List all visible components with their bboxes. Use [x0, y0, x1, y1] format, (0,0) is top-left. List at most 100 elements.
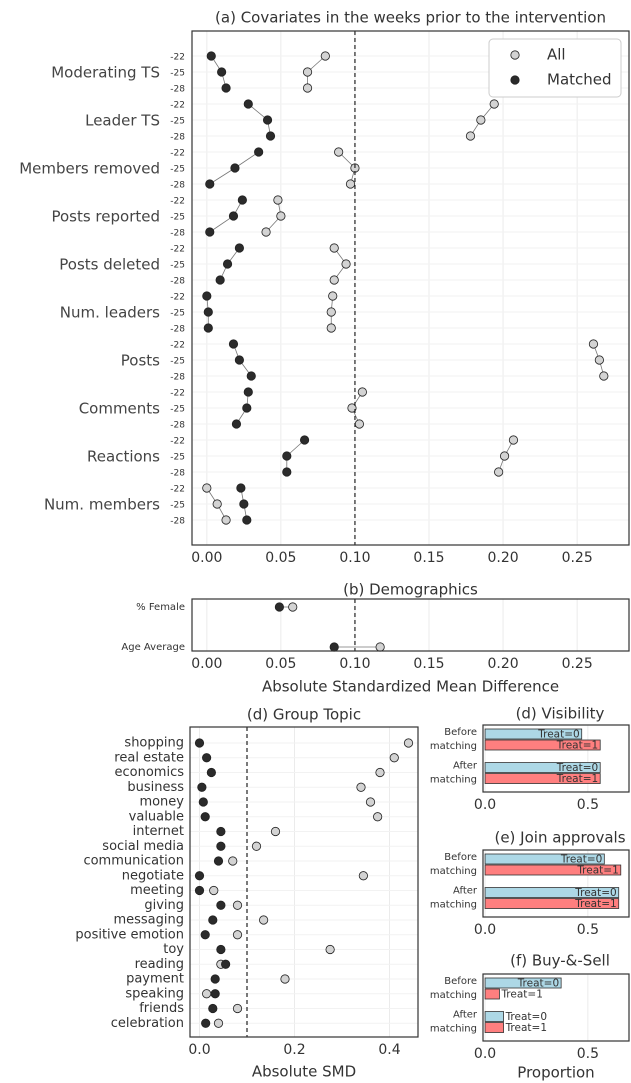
- week-tick-label: -22: [170, 437, 185, 447]
- topic-label: internet: [133, 824, 184, 839]
- x-tick-label: 0.05: [265, 550, 296, 566]
- x-tick-label: 0.05: [265, 656, 296, 672]
- topic-label: celebration: [111, 1016, 184, 1031]
- all-point: [302, 83, 313, 93]
- x-tick-label: 0.0: [474, 797, 496, 813]
- covariate-label: Reactions: [87, 448, 160, 466]
- matched-point: [265, 131, 276, 141]
- panel-buy: (f) Buy-&-Sell 0.0 0.5 Before matching Treat=…: [430, 952, 630, 1082]
- bar-treat1-label: Treat=1: [556, 773, 598, 785]
- covariate-label: Num. leaders: [60, 304, 160, 322]
- week-tick-label: -25: [170, 405, 185, 415]
- x-tick-label: 0.20: [487, 656, 518, 672]
- bar-treat0: [484, 762, 601, 773]
- matched-point: [205, 227, 215, 237]
- group-label: Before: [444, 976, 477, 987]
- group-label: matching: [430, 775, 477, 786]
- x-tick-label: 0.0: [188, 1042, 210, 1058]
- all-point: [403, 738, 414, 748]
- week-tick-label: -28: [170, 421, 185, 431]
- week-tick-label: -28: [170, 181, 185, 191]
- all-point: [273, 195, 283, 205]
- matched-point: [210, 974, 220, 984]
- panel-vis-frame: [482, 724, 630, 793]
- week-tick-label: -28: [170, 517, 185, 527]
- covariate-label: Posts: [121, 352, 160, 370]
- all-point: [341, 259, 351, 269]
- all-point: [358, 871, 368, 881]
- all-point: [489, 99, 499, 109]
- all-point: [202, 483, 212, 493]
- matched-point: [246, 371, 256, 381]
- week-tick-label: -22: [170, 389, 185, 399]
- panel-buy-xlabel: Proportion: [517, 1064, 594, 1082]
- covariate-label: Members removed: [19, 160, 160, 178]
- legend-all-label: All: [547, 46, 566, 64]
- group-label: Before: [444, 727, 477, 738]
- week-tick-label: -28: [170, 85, 185, 95]
- all-point: [373, 812, 383, 822]
- bar-treat0: [484, 853, 605, 865]
- week-tick-label: -28: [170, 325, 185, 335]
- all-point: [270, 826, 281, 837]
- topic-label: communication: [83, 854, 184, 869]
- panel-d-frame: [189, 726, 419, 1038]
- x-tick-label: 0.15: [413, 656, 444, 672]
- topic-label: shopping: [124, 736, 184, 751]
- panel-b-title: (b) Demographics: [343, 581, 478, 599]
- week-tick-label: -25: [170, 309, 185, 319]
- week-tick-label: -25: [170, 261, 185, 271]
- all-point: [357, 387, 367, 397]
- all-point: [354, 419, 364, 429]
- panel-a-frame: [191, 30, 630, 546]
- bar-treat1: [484, 988, 500, 1000]
- x-tick-label: 0.10: [339, 550, 370, 566]
- all-point: [288, 602, 298, 612]
- all-point: [209, 885, 219, 896]
- group-label: matching: [430, 741, 477, 752]
- matched-point: [200, 930, 210, 940]
- week-tick-label: -28: [170, 373, 185, 383]
- week-tick-label: -22: [170, 485, 185, 495]
- bar-treat1-label: Treat=1: [556, 740, 598, 752]
- all-point: [329, 275, 339, 285]
- group-label: matching: [430, 900, 477, 911]
- all-point: [345, 179, 356, 189]
- matched-point: [228, 339, 239, 349]
- matched-point: [282, 451, 292, 461]
- panel-b-frame: [191, 598, 630, 652]
- all-point: [356, 782, 366, 792]
- bar-treat0: [484, 977, 562, 989]
- group-label: Before: [444, 852, 477, 863]
- panel-d-title: (d) Group Topic: [247, 706, 361, 724]
- week-tick-label: -25: [170, 69, 185, 79]
- matched-point: [234, 243, 245, 253]
- matched-point: [254, 147, 264, 157]
- matched-point: [231, 419, 242, 429]
- covariate-label: Num. members: [44, 496, 160, 514]
- group-label: matching: [430, 1024, 477, 1035]
- matched-point: [210, 989, 220, 999]
- matched-point: [201, 1018, 211, 1028]
- covariate-label: Moderating TS: [51, 64, 160, 82]
- legend-all-marker: [510, 50, 520, 60]
- bar-treat1-label: Treat=1: [574, 898, 616, 910]
- week-tick-label: -25: [170, 117, 185, 127]
- legend-matched-label: Matched: [547, 71, 612, 89]
- topic-label: toy: [163, 942, 184, 957]
- all-point: [302, 67, 313, 77]
- week-tick-label: -22: [170, 197, 185, 207]
- topic-label: business: [127, 780, 184, 795]
- bar-treat0: [484, 728, 583, 740]
- bar-treat0-label: Treat=0: [505, 1011, 547, 1023]
- bar-treat1: [484, 1022, 504, 1033]
- all-point: [365, 797, 376, 807]
- x-tick-label: 0.25: [562, 656, 593, 672]
- all-point: [261, 227, 271, 237]
- topic-label: positive emotion: [75, 927, 184, 942]
- covariate-label: Comments: [79, 400, 160, 418]
- matched-point: [217, 67, 227, 77]
- topic-label: money: [139, 795, 184, 810]
- all-point: [599, 371, 609, 381]
- x-tick-label: 0.10: [339, 656, 370, 672]
